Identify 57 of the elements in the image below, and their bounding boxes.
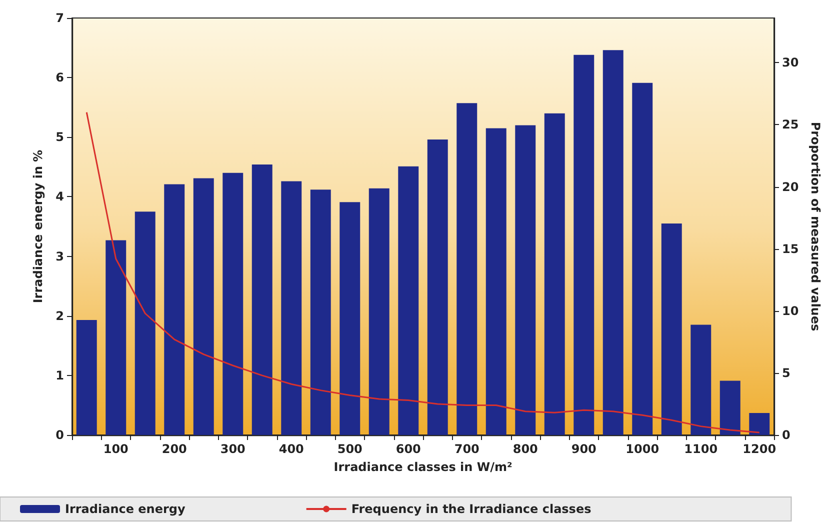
bar [632,82,653,435]
x-axis-title: Irradiance classes in W/m² [334,460,512,474]
y2-tick-label: 20 [782,180,799,194]
bar [515,125,536,435]
y-tick-label: 6 [56,70,64,85]
bar [164,184,185,435]
bar [398,166,419,435]
x-tick-label: 400 [278,442,304,456]
y-tick-label: 7 [56,11,64,25]
bar [134,212,156,435]
y2-tick-label: 10 [782,304,799,318]
bar [281,181,302,435]
y-tick-label: 5 [56,130,64,144]
bar [252,164,272,435]
x-tick-label: 700 [454,442,480,456]
x-tick-label: 500 [337,442,362,456]
y-tick-label: 4 [56,190,64,204]
x-tick-label: 800 [512,442,538,456]
y2-tick-label: 15 [782,242,799,256]
x-tick-label: 1000 [626,442,660,456]
bar [602,50,624,435]
y2-tick-label: 25 [782,118,799,132]
bar [456,103,478,435]
legend-label: Frequency in the Irradiance classes [351,502,592,516]
bar [574,54,594,435]
y-tick-label: 2 [56,308,64,323]
x-tick-label: 1200 [742,442,776,456]
legend-label: Irradiance energy [65,502,186,516]
x-tick-label: 100 [103,442,128,456]
bar [661,224,682,435]
x-tick-label: 600 [396,442,421,456]
y2-tick-label: 5 [782,366,790,380]
bar [427,140,448,435]
bar [486,128,506,435]
bar [222,172,244,435]
bar [690,324,712,435]
y2-axis-title: Proportion of measured values [808,122,823,332]
bar [368,188,390,435]
bar [544,113,565,435]
y-axis-title: Irradiance energy in % [31,150,45,304]
x-tick-label: 300 [220,442,246,456]
bar [749,412,770,435]
line-series [86,112,760,434]
x-tick-label: 900 [571,442,596,456]
bar [106,240,126,435]
bar [193,178,214,435]
bar [76,320,97,435]
bar [720,380,740,435]
bar [310,190,331,435]
bar [340,202,360,435]
y-tick-label: 0 [56,428,64,442]
y2-tick-label: 0 [782,428,790,442]
y2-tick-label: 30 [782,56,799,70]
x-tick-label: 200 [162,442,187,456]
x-tick-label: 1100 [684,442,718,456]
y-tick-label: 3 [56,249,64,264]
y-tick-label: 1 [56,368,64,382]
